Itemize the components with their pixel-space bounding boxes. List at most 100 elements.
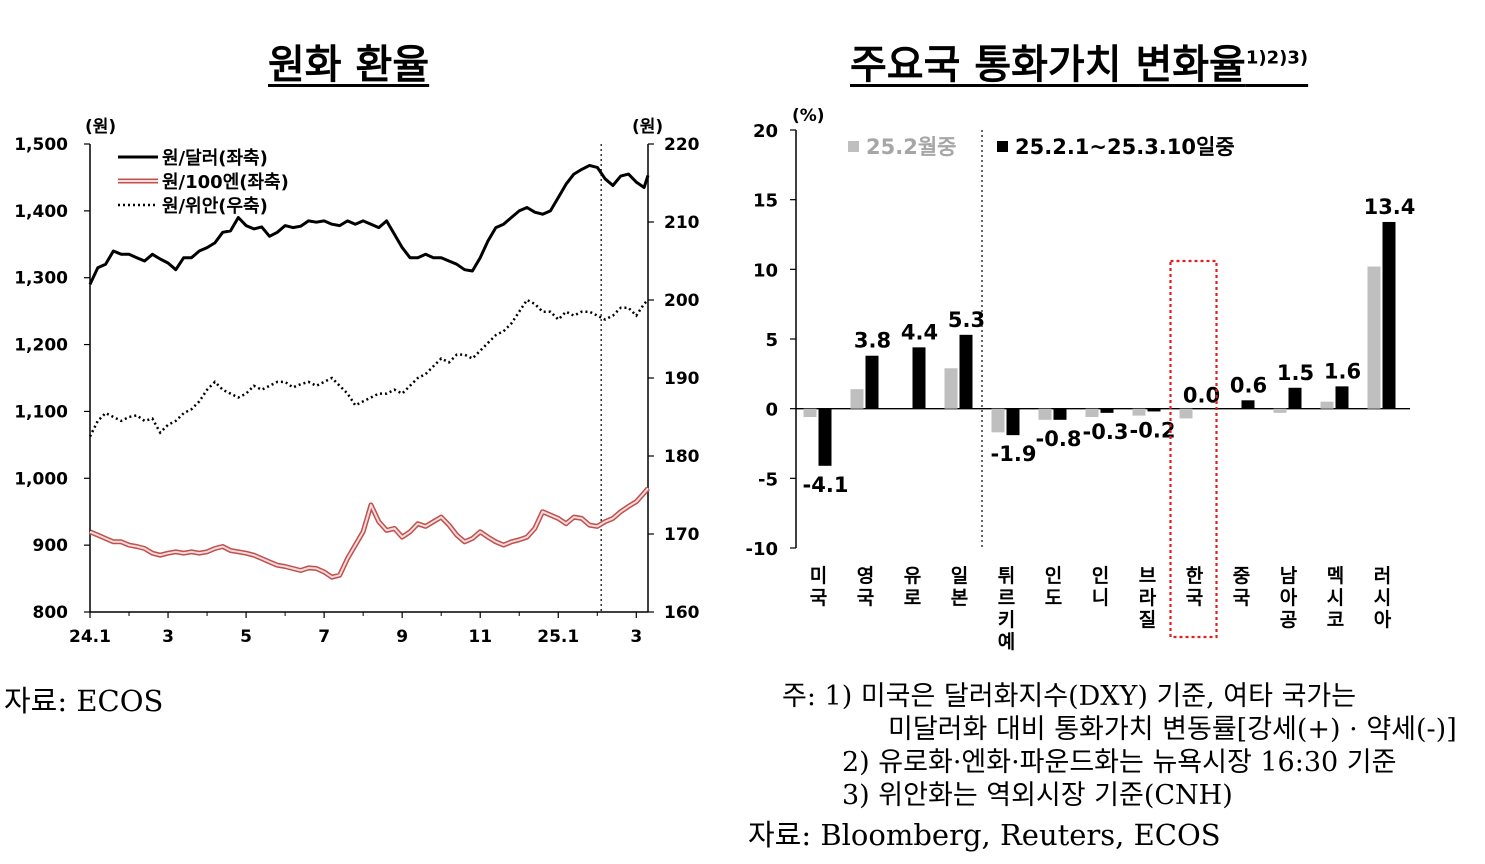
bar-data-label: -0.3 <box>1083 420 1129 444</box>
note-line-4: 3) 위안화는 역외시장 기준(CNH) <box>842 780 1233 811</box>
bar-feb-month <box>1038 408 1052 420</box>
krw-cny-line <box>88 298 649 438</box>
bar-y-unit: (%) <box>792 106 825 126</box>
category-char: 라 <box>1139 587 1157 609</box>
legend-label: 원/위안(우축) <box>162 196 268 217</box>
bar-data-label: 0.0 <box>1183 384 1220 408</box>
category-char: 본 <box>951 587 968 609</box>
category-char: 일 <box>951 565 968 587</box>
category-char: 질 <box>1139 609 1156 631</box>
bar-y-tick-label: -10 <box>745 539 778 560</box>
bar-feb-month <box>850 389 864 409</box>
right-y-tick-label: 220 <box>664 135 700 155</box>
note-line-3: 2) 유로화·엔화·파운드화는 뉴욕시장 16:30 기준 <box>842 747 1397 778</box>
left-source: 자료: ECOS <box>4 684 164 718</box>
legend-label: 원/100엔(좌축) <box>162 172 289 193</box>
left-y-tick-label: 1,100 <box>14 402 68 422</box>
bar-feb-to-mar <box>1100 408 1114 413</box>
category-char: 멕 <box>1327 565 1344 587</box>
bar-feb-to-mar <box>1335 386 1349 409</box>
right-y-tick-label: 160 <box>664 603 700 623</box>
bar-feb-to-mar <box>1382 221 1396 409</box>
right-y-tick-label: 210 <box>664 213 700 233</box>
bar-feb-to-mar <box>1241 400 1255 409</box>
category-char: 시 <box>1327 587 1344 609</box>
bar-y-tick-label: 5 <box>765 330 778 351</box>
bar-feb-to-mar <box>1147 408 1161 412</box>
category-char: 중 <box>1233 565 1250 587</box>
right-source: 자료: Bloomberg, Reuters, ECOS <box>748 818 1221 852</box>
category-char: 남 <box>1280 565 1298 587</box>
title-footnote-marks: 1)2)3) <box>1245 47 1309 69</box>
korea-highlight-box <box>1169 259 1218 639</box>
category-char: 키 <box>998 609 1015 631</box>
bar-feb-to-mar <box>865 355 879 409</box>
bar-feb-to-mar <box>1006 408 1020 436</box>
bar-feb-to-mar <box>1288 387 1302 409</box>
x-tick-label: 3 <box>162 627 174 647</box>
legend-label: 원/달러(좌축) <box>162 148 268 169</box>
legend-swatch-feb <box>848 141 859 152</box>
category-char: 아 <box>1374 609 1392 631</box>
x-tick-label: 24.1 <box>69 627 111 647</box>
category-char: 공 <box>1280 609 1297 631</box>
bar-data-label: -0.8 <box>1036 427 1082 451</box>
bar-feb-to-mar <box>912 347 926 409</box>
legend-label-feb-mar: 25.2.1~25.3.10일중 <box>1015 135 1235 159</box>
category-char: 한 <box>1186 565 1204 587</box>
bar-data-label: 5.3 <box>948 308 985 332</box>
x-tick-label: 11 <box>468 627 492 647</box>
bar-data-label: 4.4 <box>901 320 938 344</box>
bar-feb-month <box>1085 408 1099 418</box>
bar-y-tick-label: -5 <box>758 469 778 490</box>
bar-data-label: 0.6 <box>1230 373 1267 397</box>
bar-data-label: 13.4 <box>1364 195 1416 219</box>
x-tick-label: 5 <box>240 627 252 647</box>
category-char: 미 <box>810 565 827 587</box>
category-char: 인 <box>1045 565 1062 587</box>
bar-feb-month <box>1179 408 1193 419</box>
x-tick-label: 9 <box>396 627 408 647</box>
legend-swatch-feb-mar <box>997 141 1008 152</box>
bar-y-tick-label: 0 <box>765 400 778 421</box>
right-y-tick-label: 200 <box>664 291 700 311</box>
bar-data-label: -4.1 <box>803 473 849 497</box>
bar-data-label: 1.5 <box>1277 361 1314 385</box>
x-tick-label: 3 <box>630 627 642 647</box>
category-char: 국 <box>857 587 874 609</box>
bar-data-label: -0.2 <box>1130 418 1176 442</box>
krw-usd-line <box>88 163 650 286</box>
bar-feb-month <box>1367 266 1381 409</box>
bar-data-label: 1.6 <box>1324 359 1361 383</box>
right-y-tick-label: 190 <box>664 369 700 389</box>
bar-feb-month <box>1132 408 1146 416</box>
category-char: 러 <box>1374 565 1391 587</box>
legend-label-feb: 25.2월중 <box>866 135 956 159</box>
left-y-tick-label: 800 <box>33 603 69 623</box>
bar-feb-month <box>1320 401 1334 409</box>
right-axis-unit: (원) <box>632 117 663 137</box>
bar-y-tick-label: 20 <box>753 121 778 142</box>
bar-data-label: 3.8 <box>854 329 891 353</box>
bar-feb-to-mar <box>818 408 832 466</box>
note-line-1: 주: 1) 미국은 달러화지수(DXY) 기준, 여타 국가는 <box>782 681 1357 712</box>
x-tick-label: 25.1 <box>537 627 579 647</box>
bar-feb-month <box>991 408 1005 433</box>
footnotes: 주: 1) 미국은 달러화지수(DXY) 기준, 여타 국가는 미달러화 대비 … <box>782 680 1457 812</box>
category-char: 르 <box>998 587 1015 609</box>
krw-jpy-line-inner <box>89 487 649 579</box>
bar-feb-month <box>944 368 958 409</box>
category-char: 시 <box>1374 587 1391 609</box>
left-y-tick-label: 1,200 <box>14 336 68 356</box>
category-char: 로 <box>904 587 921 609</box>
left-y-tick-label: 1,500 <box>14 135 68 155</box>
category-char: 인 <box>1092 565 1109 587</box>
category-char: 브 <box>1139 565 1156 587</box>
category-char: 영 <box>857 565 874 587</box>
bar-y-tick-label: 10 <box>753 260 778 281</box>
left-y-tick-label: 1,000 <box>14 469 68 489</box>
category-char: 아 <box>1280 587 1298 609</box>
right-y-tick-label: 180 <box>664 447 700 467</box>
